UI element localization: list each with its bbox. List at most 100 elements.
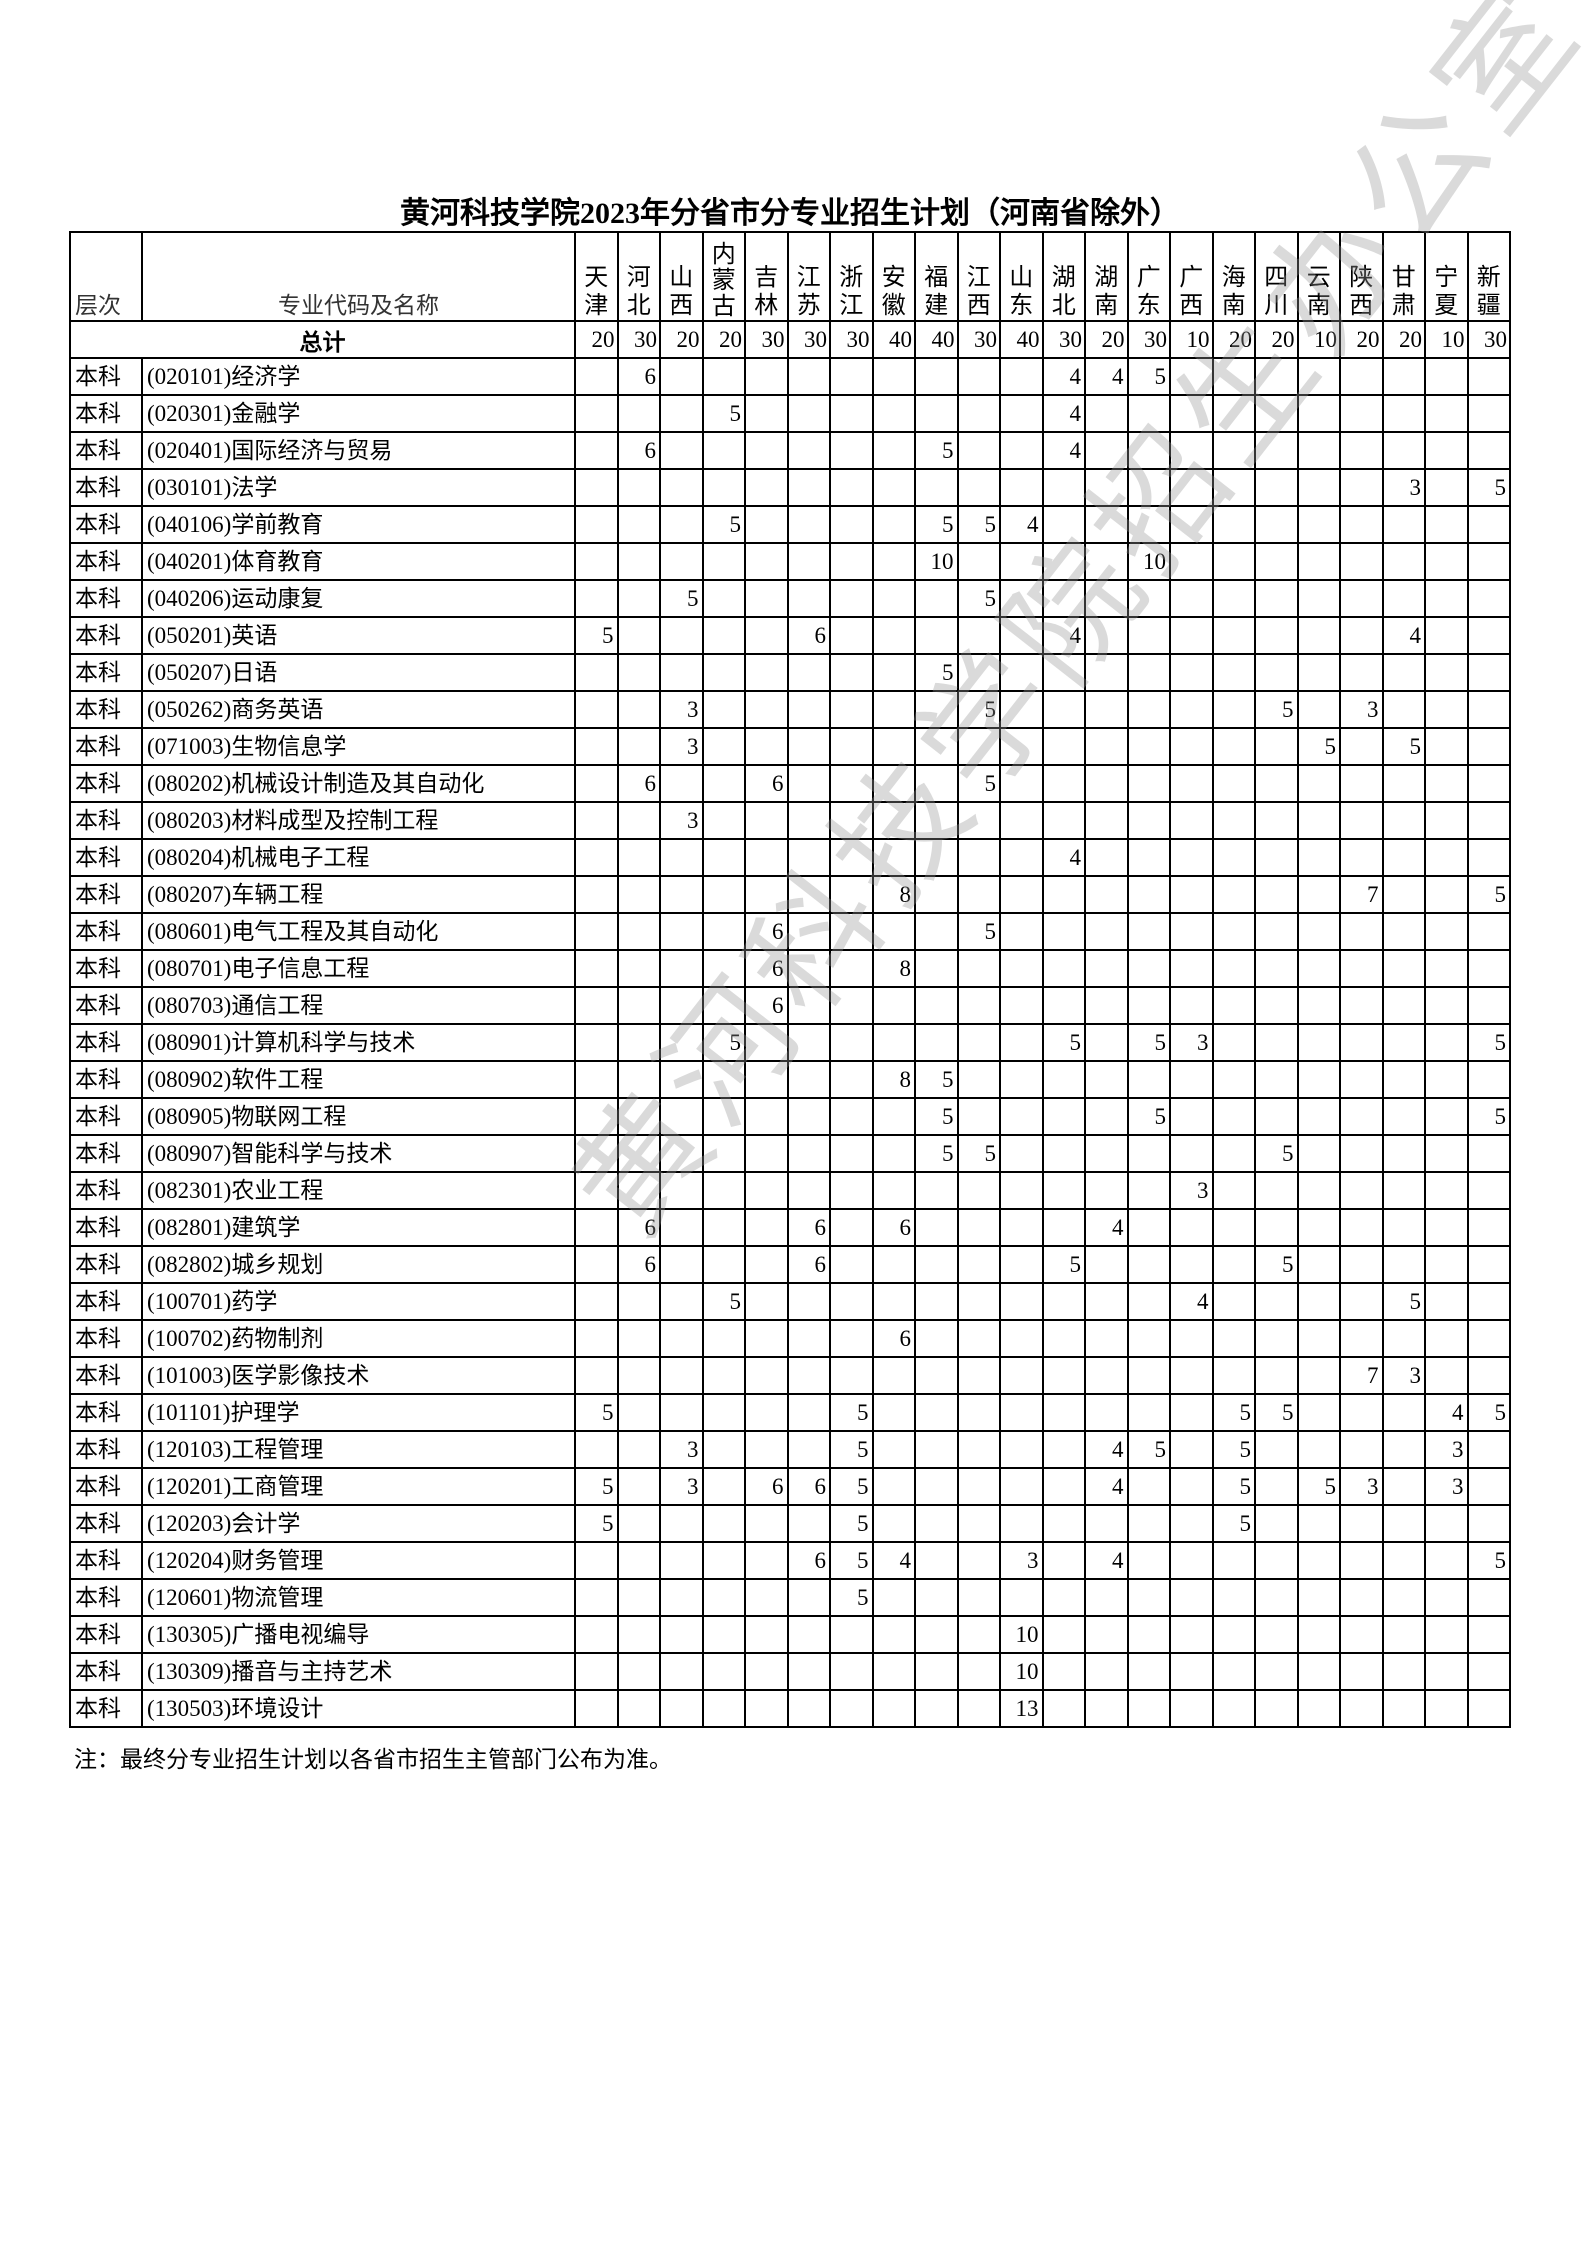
row-value: 5 [701,1023,746,1062]
row-major: (020301)金融学 [141,394,576,433]
row-value [1296,616,1341,655]
row-value [956,949,1001,988]
row-value [1084,1689,1129,1728]
row-value [956,1615,1001,1654]
row-value [659,764,704,803]
row-value: 4 [999,505,1044,544]
row-value [574,1689,619,1728]
header-province: 甘肃 [1381,231,1426,322]
row-value [1254,579,1299,618]
row-value [786,1097,831,1136]
row-value: 5 [1126,1023,1171,1062]
row-value [616,616,661,655]
row-value [786,431,831,470]
row-value [1126,875,1171,914]
row-value [1339,1171,1384,1210]
row-value [1211,579,1256,618]
total-value: 40 [999,320,1044,359]
row-value: 5 [1466,1023,1511,1062]
row-value [1211,431,1256,470]
table-row: 本科 (080202)机械设计制造及其自动化 6 6 5 [69,764,1511,803]
row-value [1339,1208,1384,1247]
row-value: 5 [1466,1541,1511,1580]
row-value [574,1097,619,1136]
row-value [659,1097,704,1136]
row-value [574,505,619,544]
row-value [1041,690,1086,729]
total-value: 20 [701,320,746,359]
row-value [616,1060,661,1099]
row-value [1169,986,1214,1025]
row-level: 本科 [69,1652,143,1691]
table-row: 本科 (101101)护理学 5 5 5 5 4 5 [69,1393,1511,1432]
row-value [1424,986,1469,1025]
row-value [829,801,874,840]
row-level: 本科 [69,1097,143,1136]
row-value [786,1615,831,1654]
row-value [1424,1282,1469,1321]
row-value [701,764,746,803]
row-value [616,949,661,988]
header-major: 专业代码及名称 [141,231,576,322]
row-value [1466,1430,1511,1469]
table-row: 本科 (040201)体育教育 10 10 [69,542,1511,581]
row-value [1084,1097,1129,1136]
row-value: 6 [744,912,789,951]
row-value [744,1319,789,1358]
row-value [1296,1023,1341,1062]
row-level: 本科 [69,431,143,470]
row-value [616,1319,661,1358]
row-major: (130305)广播电视编导 [141,1615,576,1654]
row-value [914,912,959,951]
row-level: 本科 [69,1541,143,1580]
row-value [1424,468,1469,507]
row-value [1211,653,1256,692]
row-value: 5 [956,764,1001,803]
row-value [956,875,1001,914]
row-value [744,579,789,618]
row-level: 本科 [69,986,143,1025]
row-value [999,764,1044,803]
table-row: 本科 (030101)法学 3 5 [69,468,1511,507]
row-value [1466,1689,1511,1728]
table-row: 本科 (100701)药学 5 4 5 [69,1282,1511,1321]
row-value [829,1060,874,1099]
row-value [701,542,746,581]
header-province: 安徽 [871,231,916,322]
header-province: 山西 [659,231,704,322]
row-value [786,1134,831,1173]
row-value [1424,690,1469,729]
row-value [871,394,916,433]
row-value [999,690,1044,729]
row-major: (101003)医学影像技术 [141,1356,576,1395]
row-value [1084,949,1129,988]
row-value [786,1393,831,1432]
row-value: 5 [956,1134,1001,1173]
row-major: (080203)材料成型及控制工程 [141,801,576,840]
row-value [1126,431,1171,470]
row-value [956,1171,1001,1210]
row-value [786,357,831,396]
row-value [914,764,959,803]
row-value [701,357,746,396]
row-value [1169,690,1214,729]
row-value [1041,1356,1086,1395]
row-value [1381,875,1426,914]
row-value [1381,357,1426,396]
row-value [914,1578,959,1617]
row-value [1169,1134,1214,1173]
row-value [1254,1097,1299,1136]
row-value [1126,1578,1171,1617]
row-value [744,616,789,655]
row-value [1254,1208,1299,1247]
row-value [701,1134,746,1173]
row-value [871,1356,916,1395]
row-value [1296,801,1341,840]
row-value [1254,1319,1299,1358]
row-value: 5 [914,1134,959,1173]
header-province: 江苏 [786,231,831,322]
row-value [616,505,661,544]
row-value [1126,1504,1171,1543]
row-value [1169,468,1214,507]
page-title: 黄河科技学院2023年分省市分专业招生计划（河南省除外） [400,197,1180,230]
